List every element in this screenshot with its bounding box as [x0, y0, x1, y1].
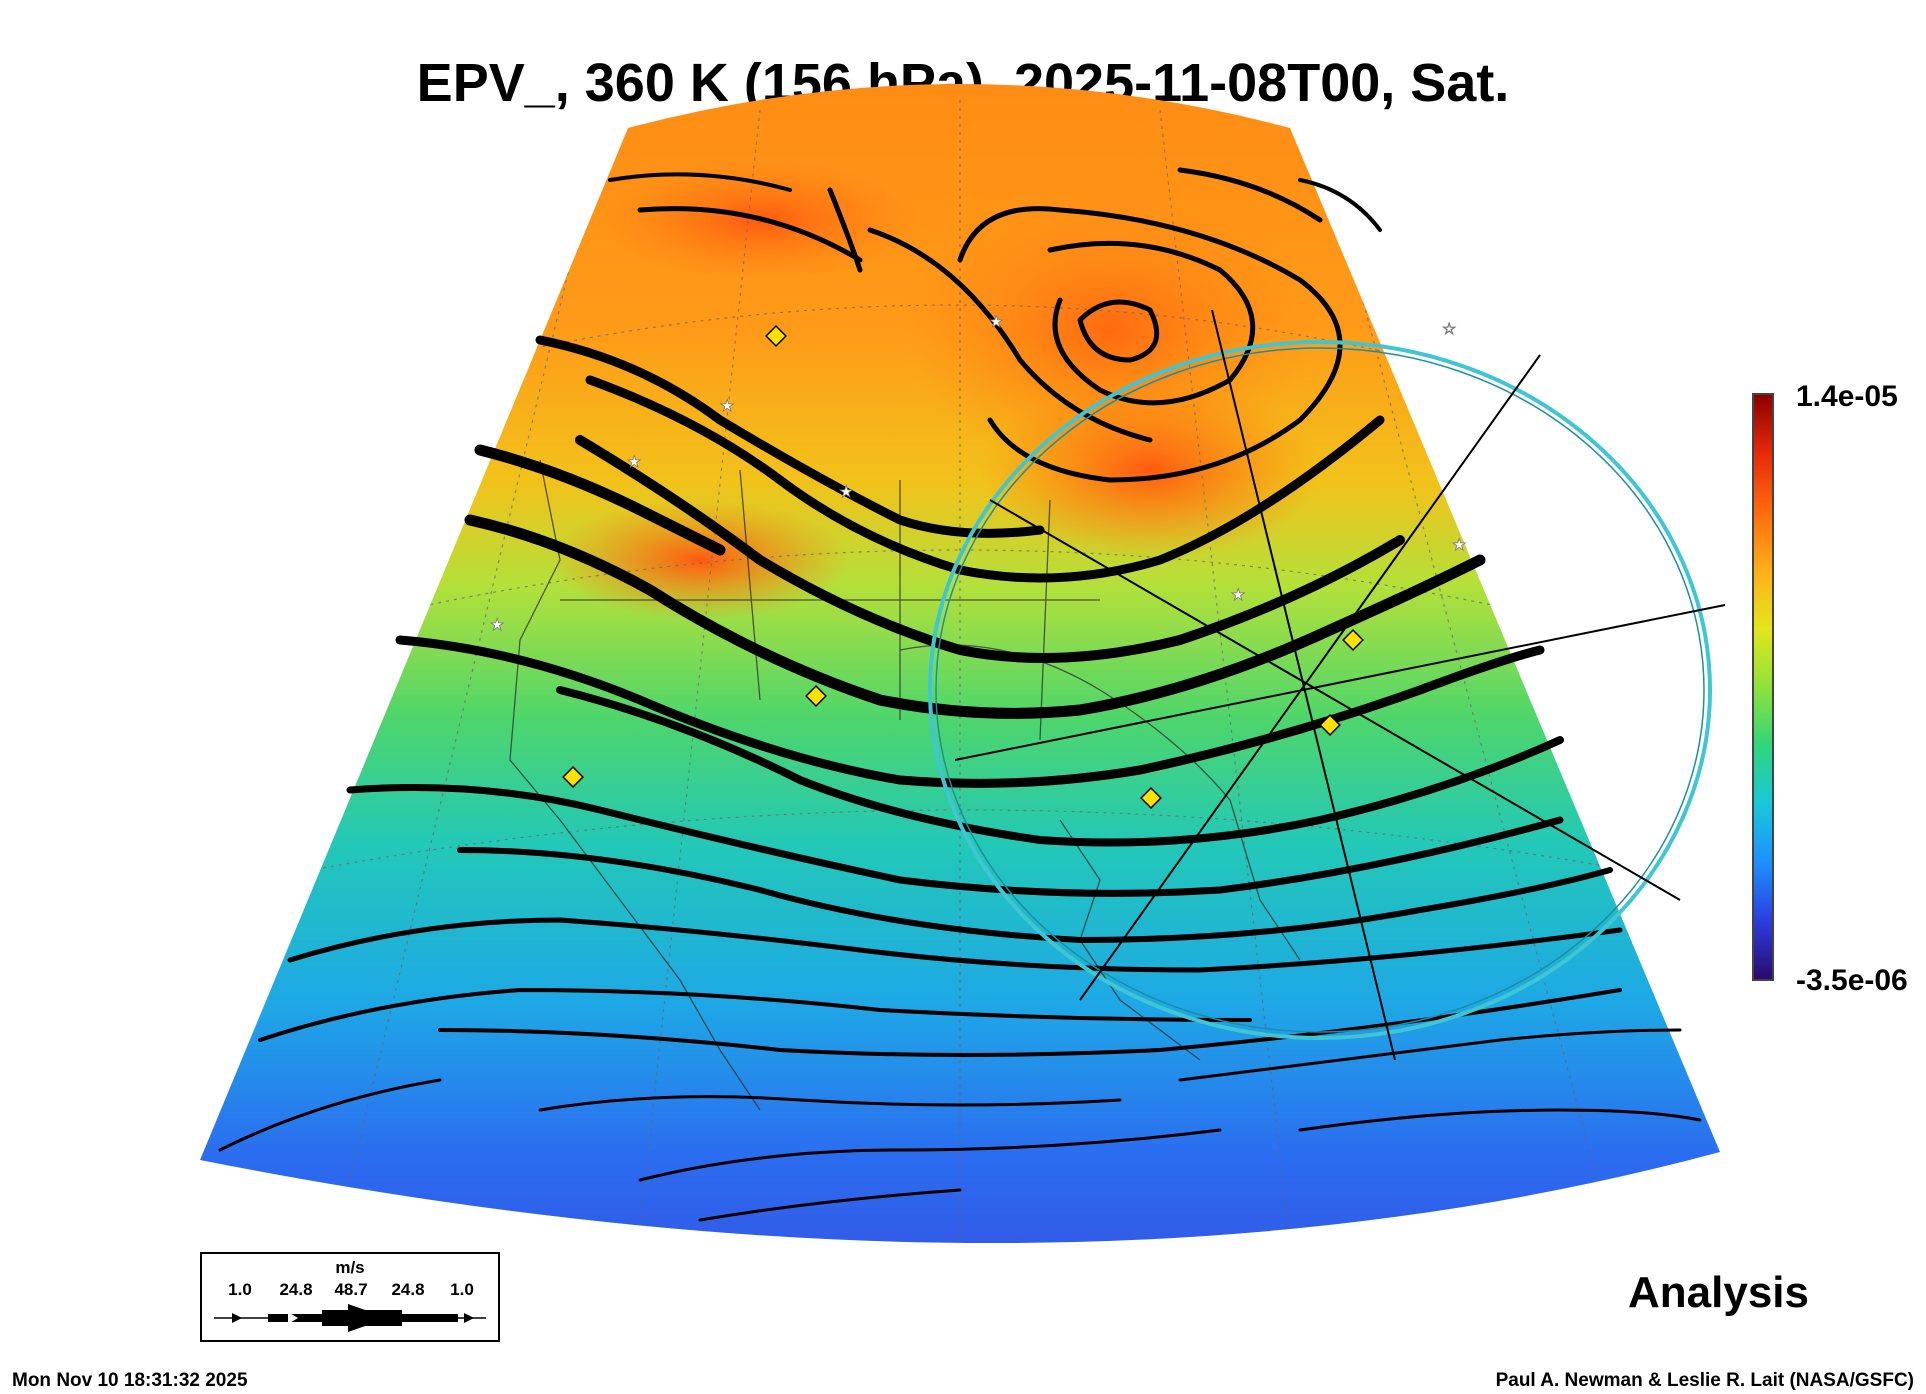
- svg-text:★: ★: [490, 615, 504, 634]
- station-markers: ★ ★ ★ ★ ★ ★ ★ ☆: [490, 312, 1467, 809]
- svg-text:★: ★: [1452, 535, 1466, 554]
- timestamp: Mon Nov 10 18:31:32 2025: [12, 1370, 248, 1391]
- svg-text:★: ★: [1231, 585, 1245, 604]
- colorbar: [1752, 393, 1774, 981]
- legend-tick-1: 1.0: [228, 1280, 252, 1299]
- svg-text:★: ★: [720, 396, 734, 415]
- range-ring: [928, 340, 1712, 1040]
- svg-text:★: ★: [989, 312, 1003, 331]
- legend-tick-2: 24.8: [279, 1280, 313, 1299]
- credit: Paul A. Newman & Leslie R. Lait (NASA/GS…: [1495, 1370, 1914, 1391]
- legend-tick-5: 1.0: [450, 1280, 474, 1299]
- svg-text:★: ★: [627, 452, 641, 471]
- cross-section-lines: [954, 309, 1726, 1061]
- wind-streamlines: [218, 167, 1702, 1222]
- legend-arrow-scale: [214, 1304, 486, 1332]
- wind-speed-legend: m/s 1.0 24.8 48.7 24.8 1.0: [200, 1252, 500, 1342]
- product-label: Analysis: [1628, 1268, 1809, 1317]
- colorbar-min-label: -3.5e-06: [1796, 964, 1908, 997]
- colorbar-max-label: 1.4e-05: [1796, 380, 1898, 413]
- legend-tick-3: 48.7: [334, 1280, 368, 1299]
- svg-text:☆: ☆: [1442, 319, 1456, 338]
- svg-text:★: ★: [839, 482, 853, 501]
- legend-unit: m/s: [335, 1258, 365, 1277]
- legend-tick-4: 24.8: [391, 1280, 425, 1299]
- epv-field: [200, 84, 1720, 1244]
